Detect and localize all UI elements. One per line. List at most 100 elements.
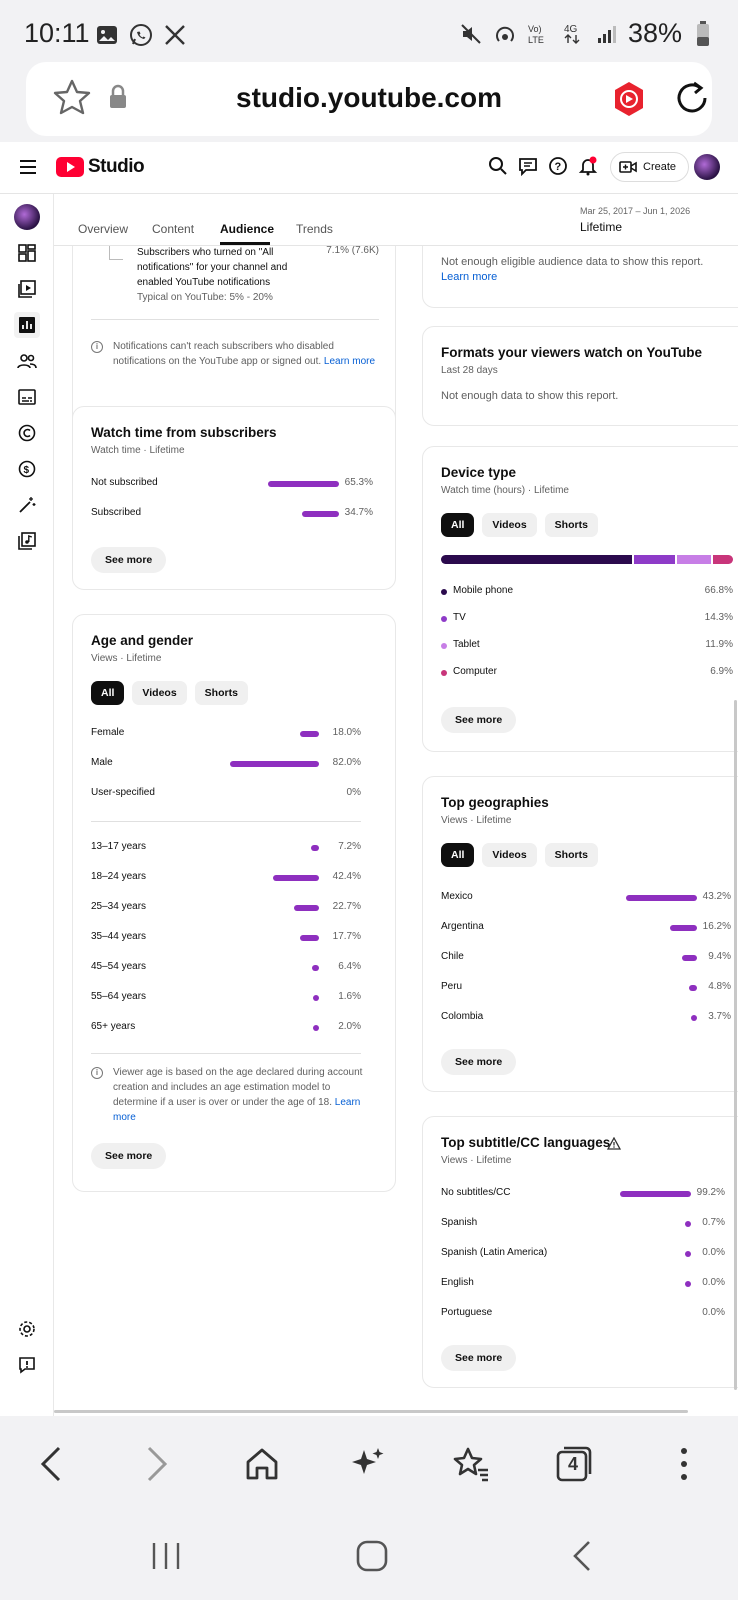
reload-icon[interactable] xyxy=(672,78,712,123)
gender-row: Female 18.0% xyxy=(91,723,361,743)
active-tab-indicator xyxy=(220,242,270,245)
geo-row-bar xyxy=(626,895,697,901)
filter-all-pill[interactable]: All xyxy=(441,843,475,867)
age-row-bar xyxy=(311,845,319,851)
age-row: 35–44 years 17.7% xyxy=(91,927,361,947)
horizontal-scrollbar[interactable] xyxy=(54,1410,688,1413)
filter-shorts-pill[interactable]: Shorts xyxy=(544,843,598,867)
filter-videos-pill[interactable]: Videos xyxy=(132,681,187,705)
date-range-text[interactable]: Mar 25, 2017 – Jun 1, 2026 xyxy=(580,206,691,216)
address-bar[interactable]: studio.youtube.com xyxy=(26,62,712,136)
battery-percent: 38% xyxy=(627,18,682,48)
content-icon[interactable] xyxy=(14,276,40,302)
age-learn-link[interactable]: Learn xyxy=(334,1097,361,1108)
create-button[interactable]: Create xyxy=(610,152,690,182)
filter-videos-pill[interactable]: Videos xyxy=(482,843,537,867)
studio-logo[interactable]: Studio xyxy=(56,156,145,178)
search-icon[interactable] xyxy=(488,156,508,181)
age-row-bar xyxy=(313,995,319,1001)
notifications-bell-icon[interactable] xyxy=(578,156,598,181)
age-gender-see-more-button[interactable]: See more xyxy=(91,1143,167,1169)
notif-learn-more-link[interactable]: Learn more xyxy=(323,356,376,367)
bookmark-star-icon[interactable] xyxy=(52,78,92,123)
tab-audience[interactable]: Audience xyxy=(220,222,275,236)
home-icon[interactable] xyxy=(240,1442,284,1486)
earn-icon[interactable]: $ xyxy=(14,456,40,482)
watch-time-title: Watch time from subscribers xyxy=(91,425,277,440)
subtitle-row-label: Spanish (Latin America) xyxy=(441,1247,548,1258)
age-note-3: determine if a user is over or under the… xyxy=(113,1097,333,1108)
geo-row-label: Chile xyxy=(441,951,464,962)
subtitle-see-more-button[interactable]: See more xyxy=(441,1345,517,1371)
x-icon xyxy=(162,22,188,48)
home-button-icon[interactable] xyxy=(350,1534,394,1578)
back-icon[interactable] xyxy=(28,1442,72,1486)
legend-dot xyxy=(441,643,447,649)
forward-icon[interactable] xyxy=(136,1442,180,1486)
filter-videos-pill[interactable]: Videos xyxy=(482,513,537,537)
age-row-label: 13–17 years xyxy=(91,841,147,852)
age-row-value: 17.7% xyxy=(332,931,361,942)
tabs-icon[interactable]: 4 xyxy=(552,1442,596,1486)
watch-time-row-label: Subscribed xyxy=(91,507,142,518)
device-value: 6.9% xyxy=(710,666,733,677)
system-back-icon[interactable] xyxy=(560,1534,604,1578)
subtitle-title: Top subtitle/CC languages xyxy=(441,1135,611,1150)
analytics-icon[interactable] xyxy=(14,312,40,338)
status-time: 10:11 xyxy=(24,18,90,48)
create-video-icon xyxy=(619,161,637,173)
dashboard-icon[interactable] xyxy=(14,240,40,266)
age-more-link[interactable]: more xyxy=(113,1112,136,1123)
geo-row: Peru 4.8% xyxy=(441,977,731,997)
device-see-more-button[interactable]: See more xyxy=(441,707,517,733)
tab-trends[interactable]: Trends xyxy=(296,222,333,236)
geo-see-more-button[interactable]: See more xyxy=(441,1049,517,1075)
audio-library-icon[interactable] xyxy=(14,528,40,554)
tab-overview[interactable]: Overview xyxy=(78,222,129,236)
channel-avatar[interactable] xyxy=(14,204,40,230)
copyright-icon[interactable] xyxy=(14,420,40,446)
menu-icon[interactable] xyxy=(18,158,38,181)
tab-content[interactable]: Content xyxy=(152,222,195,236)
help-icon[interactable]: ? xyxy=(548,156,568,181)
vertical-scrollbar[interactable] xyxy=(734,700,737,1390)
community-icon[interactable] xyxy=(14,348,40,374)
geo-row: Mexico 43.2% xyxy=(441,887,731,907)
svg-text:LTE: LTE xyxy=(528,35,544,45)
geo-row-label: Colombia xyxy=(441,1011,484,1022)
subtitle-row-value: 0.0% xyxy=(702,1247,725,1258)
eligible-learn-more-link[interactable]: Learn more xyxy=(441,271,498,283)
signal-icon xyxy=(594,21,620,47)
lock-icon[interactable] xyxy=(108,84,128,115)
age-row-label: 18–24 years xyxy=(91,871,147,882)
subtitles-icon[interactable] xyxy=(14,384,40,410)
filter-all-pill[interactable]: All xyxy=(441,513,475,537)
subtitle-row: No subtitles/CC 99.2% xyxy=(441,1183,725,1203)
url-text[interactable]: studio.youtube.com xyxy=(236,82,502,113)
account-avatar[interactable] xyxy=(694,154,720,180)
warning-icon[interactable] xyxy=(607,1137,621,1150)
device-type-card: Device type Watch time (hours) · Lifetim… xyxy=(422,446,738,752)
customization-icon[interactable] xyxy=(14,492,40,518)
youtube-extension-icon[interactable] xyxy=(612,80,646,123)
filter-shorts-pill[interactable]: Shorts xyxy=(194,681,248,705)
watch-time-see-more-button[interactable]: See more xyxy=(91,547,167,573)
date-range-label[interactable]: Lifetime xyxy=(580,220,623,234)
svg-text:Vo): Vo) xyxy=(528,24,542,34)
age-row: 65+ years 2.0% xyxy=(91,1017,361,1037)
age-row-value: 7.2% xyxy=(338,841,361,852)
filter-all-pill[interactable]: All xyxy=(91,681,125,705)
more-menu-icon[interactable] xyxy=(662,1442,706,1486)
recent-apps-icon[interactable] xyxy=(144,1534,188,1578)
bookmarks-icon[interactable] xyxy=(450,1442,494,1486)
geo-row-label: Mexico xyxy=(441,891,473,902)
feedback-icon[interactable] xyxy=(14,1352,40,1378)
ai-sparkle-icon[interactable] xyxy=(346,1442,390,1486)
info-icon: i xyxy=(91,341,103,353)
comments-icon[interactable] xyxy=(518,156,538,181)
filter-shorts-pill[interactable]: Shorts xyxy=(544,513,598,537)
gender-row: User-specified 0% xyxy=(91,783,361,803)
gallery-icon xyxy=(94,22,120,48)
settings-icon[interactable] xyxy=(14,1316,40,1342)
device-row: Mobile phone 66.8% xyxy=(441,583,733,601)
